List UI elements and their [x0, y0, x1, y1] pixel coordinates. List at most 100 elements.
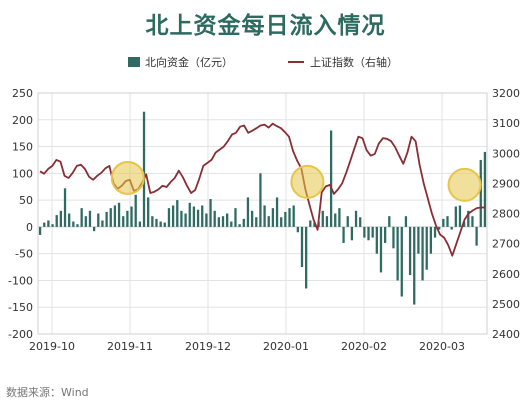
bar: [267, 216, 270, 227]
bar: [421, 226, 424, 281]
left-tick-label: 250: [12, 87, 33, 100]
right-tick-label: 3200: [492, 87, 520, 100]
bar: [404, 216, 408, 227]
bar: [350, 226, 354, 241]
bar: [176, 200, 179, 227]
plot-frame: [37, 92, 488, 335]
bar: [371, 226, 374, 238]
bar: [417, 226, 420, 254]
highlight-circle: [110, 160, 145, 195]
bar: [346, 216, 349, 227]
bar: [467, 210, 470, 227]
bar: [88, 210, 92, 227]
bar: [263, 205, 266, 227]
x-tick-label: 2019-12: [185, 340, 231, 353]
bar: [97, 213, 100, 227]
bar: [72, 221, 75, 227]
bar: [446, 216, 449, 227]
bar: [163, 222, 166, 227]
right-tick-label: 2700: [492, 238, 520, 251]
bar: [63, 188, 67, 227]
left-tick-label: -100: [8, 274, 33, 287]
left-tick-label: 150: [12, 141, 33, 154]
bar: [309, 220, 312, 227]
bar: [400, 226, 403, 297]
bar: [280, 217, 283, 227]
bar: [242, 218, 245, 227]
bar: [300, 226, 304, 268]
bar: [479, 159, 482, 227]
bar: [126, 210, 129, 227]
highlight-circle: [290, 164, 325, 199]
bar: [334, 213, 337, 227]
legend-item-bars: 北向资金（亿元）: [128, 54, 233, 70]
bar: [363, 226, 366, 238]
left-tick-label: -150: [8, 301, 33, 314]
x-tick-label: 2019-10: [29, 340, 75, 353]
bar: [250, 210, 254, 227]
bar: [375, 226, 378, 254]
bar: [92, 226, 96, 232]
bar: [408, 226, 412, 276]
right-tick-label: 3000: [492, 147, 520, 160]
bar: [209, 199, 212, 227]
bar-series: [38, 111, 487, 305]
bar: [234, 208, 237, 227]
axes: -200 -150 -100 -50 0 50 100 150 200 250 2400 2500 26…: [8, 87, 520, 353]
bar: [196, 209, 200, 227]
legend-item-line: 上证指数（右轴）: [288, 54, 398, 70]
bar: [379, 226, 383, 273]
legend-bar-swatch: [128, 57, 140, 67]
legend-line-swatch: [288, 61, 304, 63]
bar: [151, 216, 154, 227]
bar: [109, 208, 112, 227]
bar: [292, 205, 295, 227]
bar: [238, 224, 241, 227]
bar: [221, 216, 225, 227]
bar: [130, 206, 133, 227]
bar: [59, 210, 63, 227]
bar: [113, 205, 117, 227]
bar: [433, 226, 437, 238]
bar: [230, 221, 233, 227]
bar: [167, 208, 171, 227]
bar: [138, 221, 141, 227]
legend-line-label: 上证指数（右轴）: [310, 56, 398, 69]
bar: [471, 216, 474, 227]
bar: [275, 197, 279, 227]
left-tick-label: -200: [8, 328, 33, 341]
bar: [38, 226, 42, 235]
bar: [105, 211, 108, 227]
bar: [442, 218, 445, 227]
bar: [246, 197, 250, 227]
bar: [425, 226, 428, 270]
bar: [101, 220, 104, 227]
bar: [51, 224, 54, 227]
bar: [80, 208, 83, 227]
bar: [354, 210, 358, 227]
bar: [147, 197, 150, 227]
bar: [255, 217, 258, 227]
bar: [483, 151, 487, 227]
bar: [454, 206, 457, 227]
bar: [359, 217, 362, 227]
bar: [43, 222, 46, 227]
bar: [429, 226, 433, 254]
left-tick-label: 100: [12, 167, 33, 180]
bar: [155, 218, 158, 227]
bar: [122, 216, 125, 227]
bar: [217, 217, 220, 227]
bar: [338, 208, 341, 227]
bar: [367, 226, 370, 241]
highlight-markers: [110, 160, 482, 202]
bar: [205, 213, 208, 227]
bar: [325, 216, 329, 227]
right-tick-label: 2400: [492, 328, 520, 341]
legend: 北向资金（亿元） 上证指数（右轴）: [0, 54, 531, 74]
right-tick-label: 2800: [492, 208, 520, 221]
bar: [413, 226, 416, 305]
bar: [342, 226, 345, 243]
bar: [458, 205, 462, 227]
bar: [329, 130, 333, 227]
x-tick-label: 2020-03: [419, 340, 465, 353]
